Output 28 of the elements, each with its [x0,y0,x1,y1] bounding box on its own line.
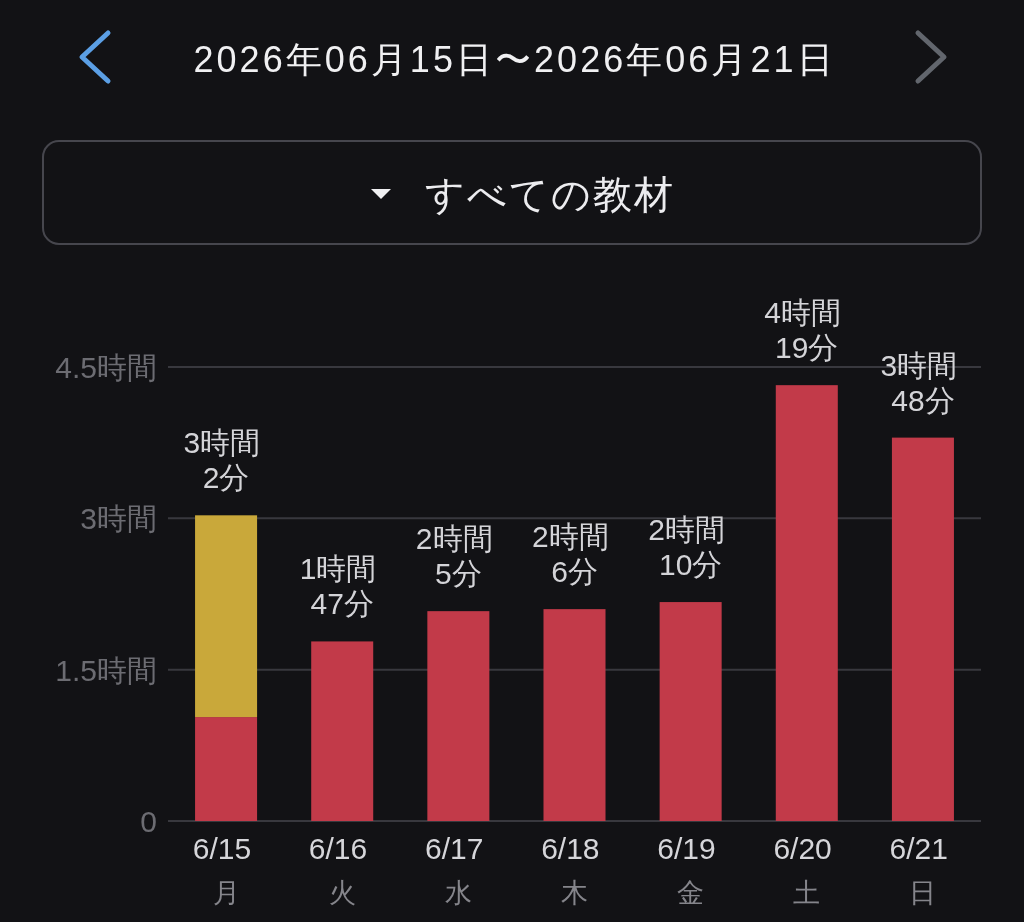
y-tick-label: 1.5時間 [55,653,157,687]
total-label: 3時間 2分 [183,426,269,495]
bar [543,609,606,821]
bar [427,611,490,821]
bar [891,437,954,821]
bar [659,602,722,821]
bar [195,717,258,821]
bar [195,515,258,718]
y-tick-label: 4.5時間 [55,351,157,384]
x-tick-label: 6/19 金 [657,832,725,908]
total-label: 4時間 19分 [764,296,850,365]
total-label: 3時間 48分 [880,348,966,417]
title: 2026年06月15日〜2026年06月21日 [193,39,833,80]
total-label: 2時間 10分 [648,513,734,582]
x-tick-label: 6/16 火 [308,832,376,908]
x-tick-label: 6/20 土 [773,832,841,908]
total-label: 2時間 6分 [531,520,618,589]
x-tick-label: 6/15 月 [192,832,260,908]
total-label: 2時間 5分 [415,522,501,591]
y-tick-label: 3時間 [80,502,157,536]
bar [775,385,838,821]
total-label: 1時間 47分 [299,552,385,621]
y-tick-label: 0 [140,805,157,838]
bar [311,641,374,821]
x-tick-label: 6/17 水 [424,832,492,908]
subtitle: すべての教材 [425,173,673,216]
x-tick-label: 6/21 日 [889,832,957,908]
x-tick-label: 6/18 木 [541,832,608,908]
